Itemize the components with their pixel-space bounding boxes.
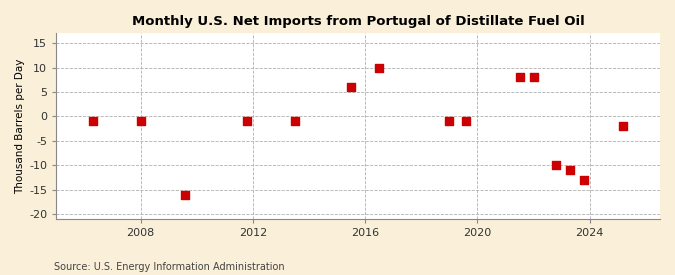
Point <box>242 119 252 123</box>
Point <box>529 75 539 79</box>
Point <box>290 119 300 123</box>
Point <box>444 119 455 123</box>
Point <box>346 85 356 89</box>
Point <box>565 168 576 172</box>
Y-axis label: Thousand Barrels per Day: Thousand Barrels per Day <box>15 59 25 194</box>
Point <box>180 192 191 197</box>
Point <box>578 178 589 182</box>
Point <box>135 119 146 123</box>
Point <box>374 65 385 70</box>
Title: Monthly U.S. Net Imports from Portugal of Distillate Fuel Oil: Monthly U.S. Net Imports from Portugal o… <box>132 15 585 28</box>
Point <box>618 124 629 128</box>
Point <box>551 163 562 167</box>
Point <box>514 75 525 79</box>
Point <box>461 119 472 123</box>
Text: Source: U.S. Energy Information Administration: Source: U.S. Energy Information Administ… <box>54 262 285 272</box>
Point <box>88 119 99 123</box>
